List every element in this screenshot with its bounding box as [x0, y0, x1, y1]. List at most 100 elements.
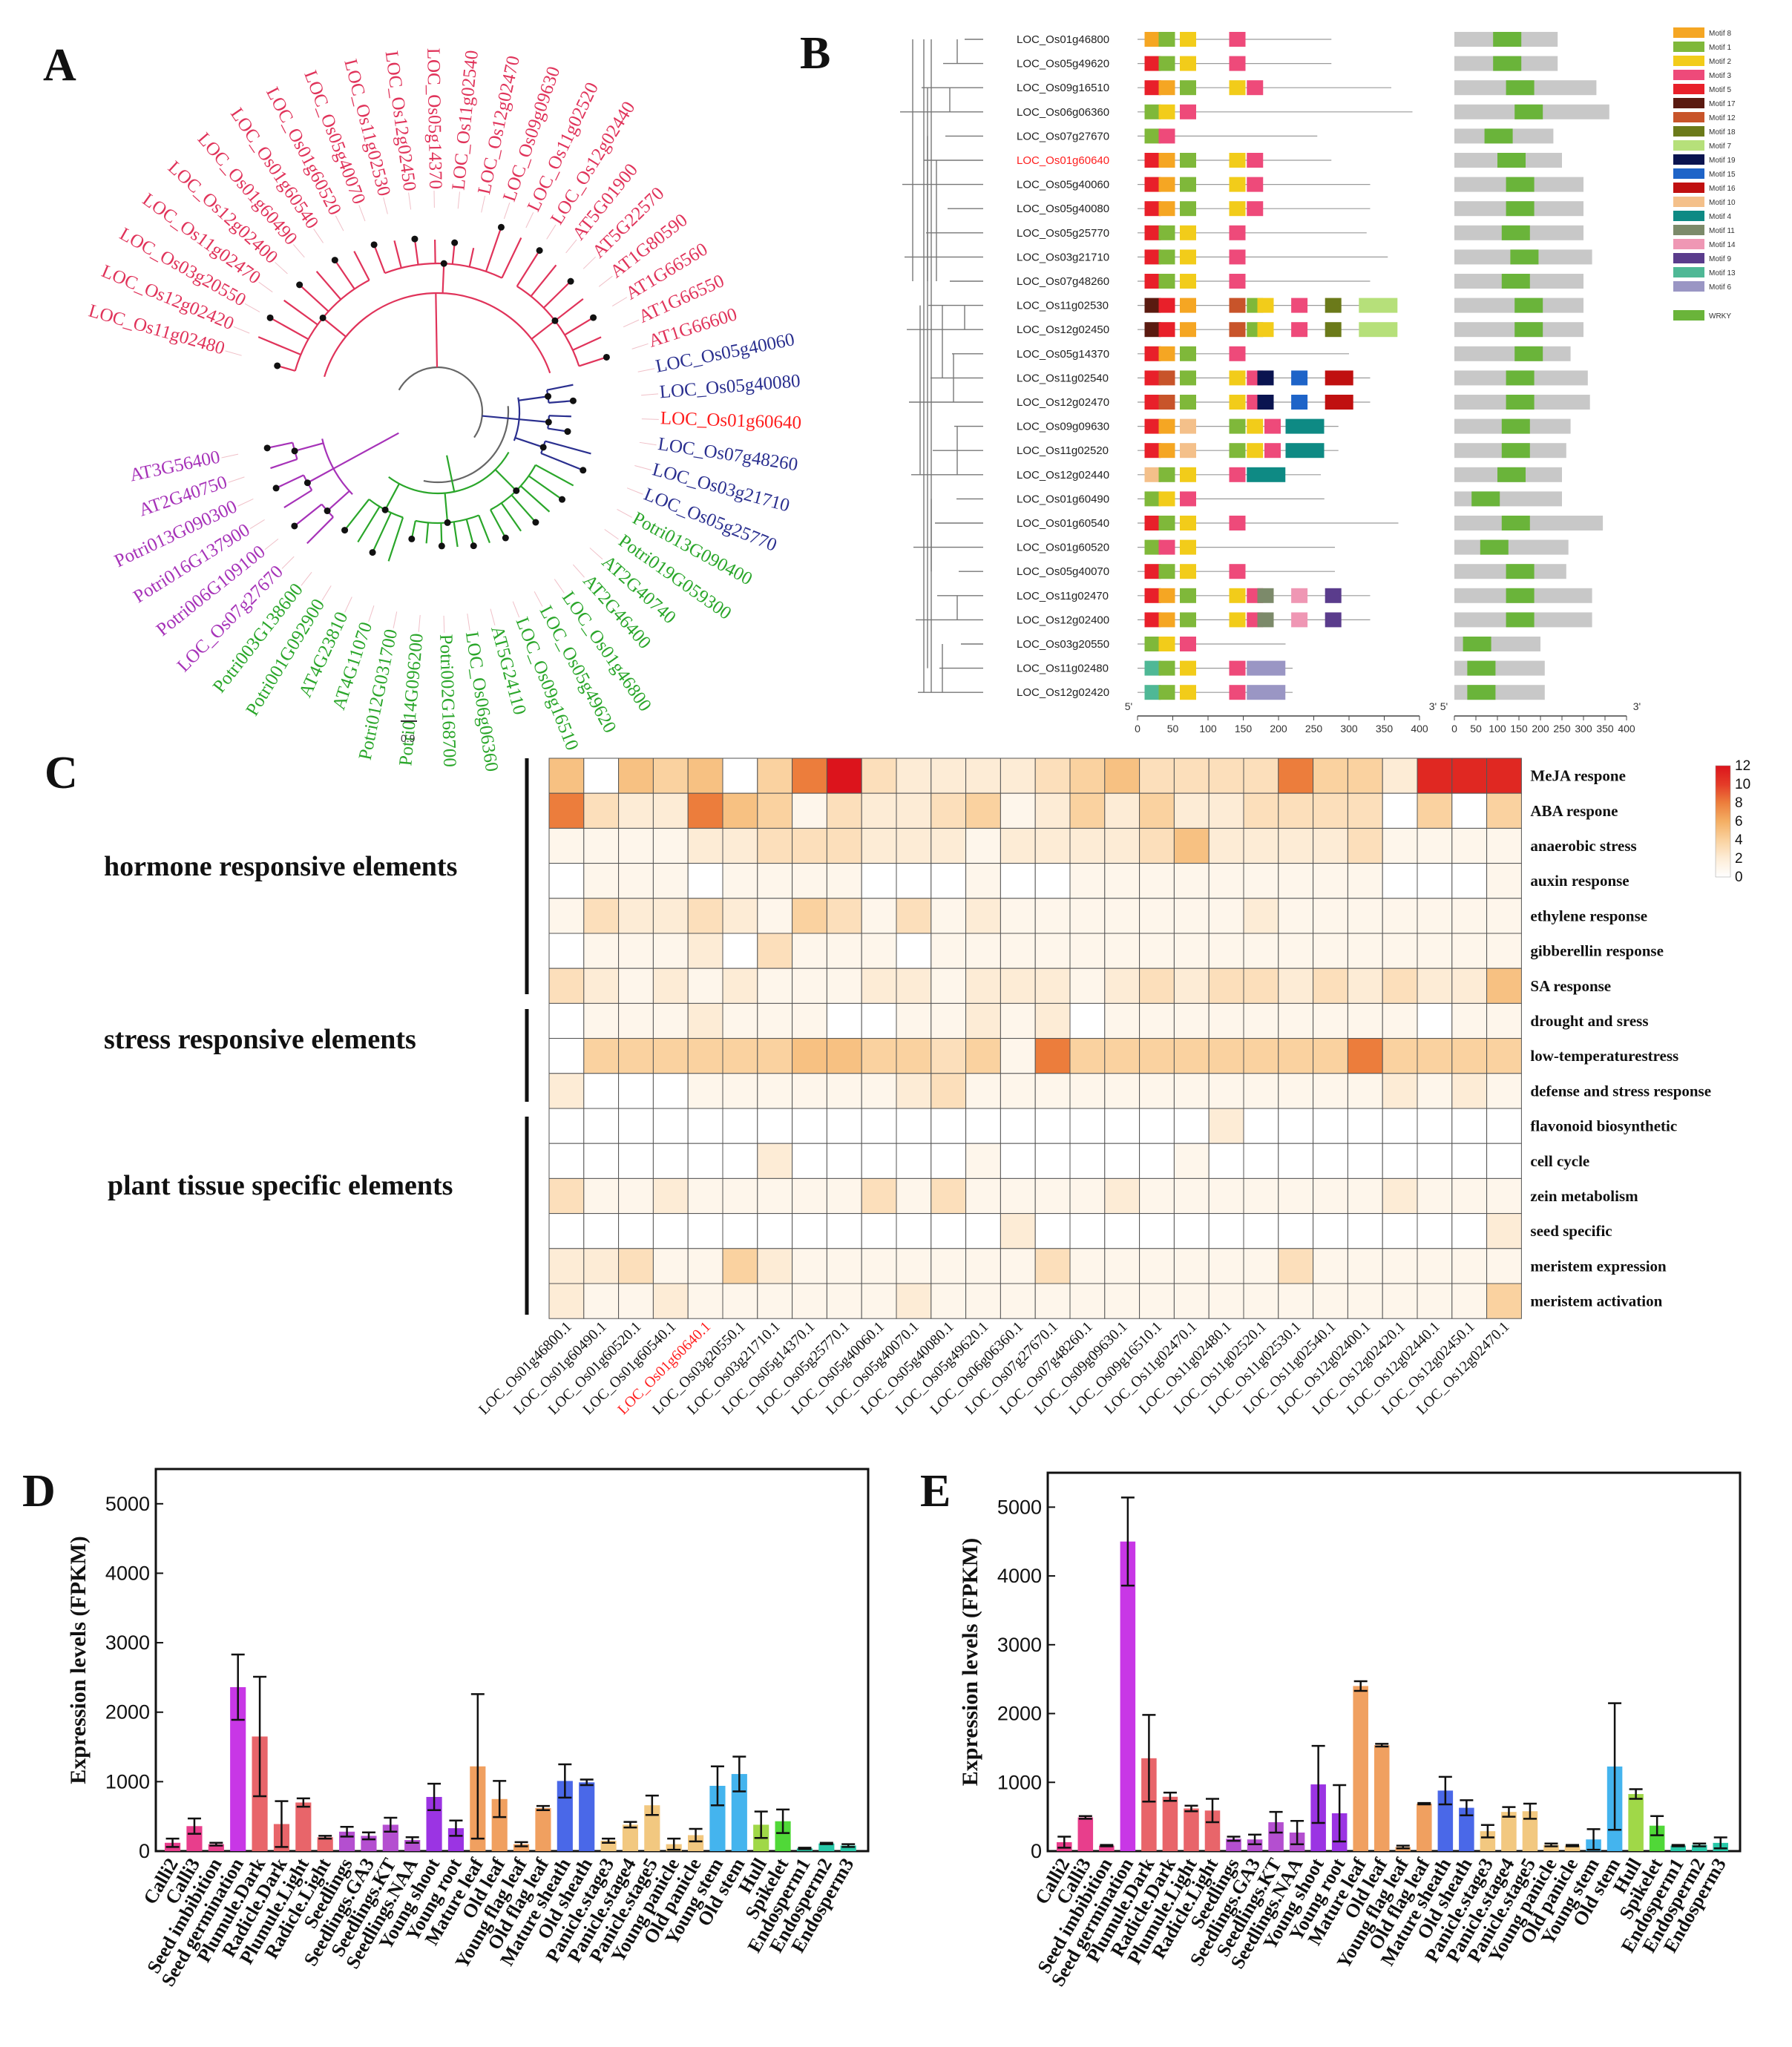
- heatmap-cell: [757, 933, 793, 969]
- heatmap-row-label: ethylene response: [1530, 907, 1647, 924]
- heatmap-cell: [792, 1213, 827, 1249]
- heatmap-cell: [1243, 827, 1279, 864]
- heatmap-cell: [861, 1283, 897, 1319]
- heatmap-cell: [548, 1038, 585, 1074]
- bar-y-tick-label: 1000: [105, 1770, 150, 1793]
- wrky-domain-box: [1514, 322, 1543, 338]
- tree-node-dot: [438, 542, 445, 550]
- wrky-axis-label: 250: [1553, 723, 1571, 735]
- tree-node-dot: [532, 519, 539, 526]
- heatmap-cell: [687, 967, 723, 1004]
- heatmap-cell: [583, 863, 620, 899]
- motif-box: [1229, 225, 1246, 240]
- heatmap-cell: [1451, 1177, 1488, 1215]
- heatmap-cell: [618, 1213, 654, 1249]
- bar-y-tick-label: 3000: [997, 1634, 1042, 1656]
- heatmap-cell: [1278, 898, 1314, 934]
- wrky-protein-bar: [1454, 539, 1569, 555]
- motif-box: [1144, 370, 1161, 386]
- heatmap-cell: [931, 863, 967, 899]
- wrky-domain-box: [1501, 274, 1530, 289]
- motif-box: [1359, 322, 1398, 338]
- wrky-domain-box: [1506, 201, 1535, 217]
- heatmap-cell: [896, 758, 932, 794]
- heatmap-cell: [1034, 827, 1071, 864]
- tree-branch-radial: [490, 509, 507, 539]
- heatmap-cell: [1034, 1177, 1071, 1215]
- heatmap-cell: [1034, 967, 1071, 1004]
- heatmap-cell: [1104, 792, 1140, 829]
- heatmap-cell: [1104, 1248, 1140, 1284]
- motif-box: [1247, 685, 1286, 700]
- motif-box: [1229, 32, 1246, 47]
- tree-node-dot: [559, 496, 566, 503]
- motif-legend-swatch: [1673, 56, 1704, 66]
- tree-branch-arc: [513, 397, 521, 441]
- tree-node-dot: [303, 479, 311, 487]
- motif-legend-label: Motif 9: [1709, 255, 1731, 263]
- heatmap-row-label: meristem activation: [1530, 1292, 1662, 1310]
- motif-box: [1144, 637, 1161, 651]
- heatmap-cell: [722, 1283, 758, 1319]
- group-label-tissue: plant tissue specific elements: [108, 1170, 453, 1201]
- heatmap-cell: [1486, 827, 1522, 864]
- motif-box: [1325, 588, 1342, 603]
- heatmap-cell: [722, 1143, 758, 1179]
- heatmap-cell: [1313, 792, 1348, 829]
- heatmap-cell: [1486, 1248, 1522, 1284]
- motif-box: [1144, 32, 1161, 47]
- heatmap-cell: [1417, 792, 1453, 829]
- bar: [535, 1807, 551, 1851]
- wrky-legend-swatch: [1673, 310, 1704, 321]
- tree-branch-radial: [516, 250, 541, 287]
- bar: [1417, 1804, 1432, 1851]
- heatmap-cell: [861, 1248, 897, 1284]
- heatmap-cell: [1278, 1143, 1314, 1179]
- heatmap-cell: [1034, 1073, 1071, 1109]
- motif-box: [1264, 418, 1281, 434]
- motif-axis-label: 100: [1199, 723, 1217, 735]
- motif-box: [1144, 128, 1161, 144]
- wrky-axis-label: 150: [1510, 723, 1528, 735]
- tree-tip-guide: [321, 585, 332, 601]
- heatmap-cell: [1382, 863, 1418, 899]
- heatmap-cell: [652, 967, 689, 1004]
- motif-box: [1180, 660, 1196, 676]
- heatmap-cell: [618, 1108, 654, 1144]
- heatmap-cell: [1451, 1073, 1488, 1109]
- tree-branch-arc: [398, 366, 484, 438]
- heatmap-cell: [826, 1213, 862, 1249]
- heatmap-cell: [1139, 1177, 1175, 1215]
- motif-box: [1158, 177, 1175, 192]
- heatmap-cell: [687, 1248, 723, 1284]
- tree-branch-radial: [372, 512, 392, 553]
- heatmap-cell: [1069, 933, 1106, 969]
- heatmap-cell: [757, 1283, 793, 1319]
- motif-box: [1158, 395, 1175, 410]
- wrky-domain-box: [1506, 80, 1535, 96]
- wrky-domain-box: [1506, 370, 1535, 386]
- motif-legend-swatch: [1673, 225, 1704, 235]
- heatmap-cell: [1278, 1073, 1314, 1109]
- motif-legend-swatch: [1673, 140, 1704, 151]
- tree-tip-guide: [244, 303, 260, 312]
- motif-box: [1180, 274, 1196, 289]
- tree-branch-radial: [393, 240, 402, 269]
- motif-box: [1229, 80, 1246, 96]
- heatmap-cell: [1347, 967, 1383, 1004]
- heatmap-cell: [1104, 1038, 1140, 1074]
- tree-tip-guide: [228, 476, 245, 483]
- heatmap-cell: [618, 1002, 654, 1039]
- heatmap-cell: [1347, 1002, 1383, 1039]
- motif-gene-label: LOC_Os07g48260: [1017, 275, 1109, 288]
- motif-box: [1180, 516, 1196, 530]
- heatmap-cell: [548, 863, 585, 899]
- bar: [622, 1824, 639, 1851]
- tree-tip-guide: [292, 244, 305, 258]
- bar-y-tick-label: 4000: [997, 1565, 1042, 1587]
- heatmap-cell: [1000, 1248, 1036, 1284]
- heatmap-cell: [652, 792, 689, 829]
- motif-legend-label: Motif 12: [1709, 114, 1736, 122]
- motif-box: [1144, 612, 1161, 628]
- heatmap-cell: [1034, 1002, 1071, 1039]
